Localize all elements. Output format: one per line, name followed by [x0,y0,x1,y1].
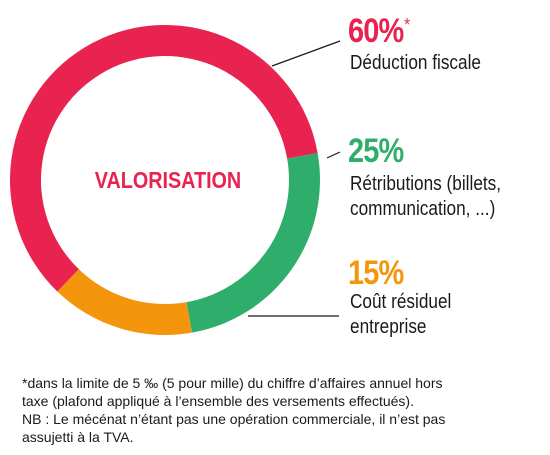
percent-retributions: 25% [348,132,404,170]
leader-line-deduction [271,40,341,67]
label-cout: Coût résiduel entreprise [350,290,451,340]
percent-deduction: 60%* [348,12,410,50]
slice-retributions [186,153,320,333]
slice-cout-residuel [57,269,192,335]
footnote-line: *dans la limite de 5 ‰ (5 pour mille) du… [22,375,443,391]
footnote-line: assujetti à la TVA. [22,429,134,445]
label-retributions-line2: communication, ...) [350,198,496,220]
label-retributions: Rétributions (billets, communication, ..… [350,172,501,222]
label-cout-line1: Coût résiduel [350,291,452,313]
label-deduction: Déduction fiscale [350,51,481,76]
slice-deduction-fiscale [9,24,318,292]
footnote: *dans la limite de 5 ‰ (5 pour mille) du… [22,374,445,446]
center-label: VALORISATION [95,168,241,194]
percent-cout: 15% [348,254,404,292]
footnote-line: taxe (plafond appliqué à l’ensemble des … [22,393,414,409]
label-cout-line2: entreprise [350,316,427,338]
label-deduction-line: Déduction fiscale [350,52,481,74]
footnote-line: NB : Le mécénat n’étant pas une opératio… [22,411,446,427]
leader-line-retributions [326,151,341,159]
label-retributions-line1: Rétributions (billets, [350,173,502,195]
